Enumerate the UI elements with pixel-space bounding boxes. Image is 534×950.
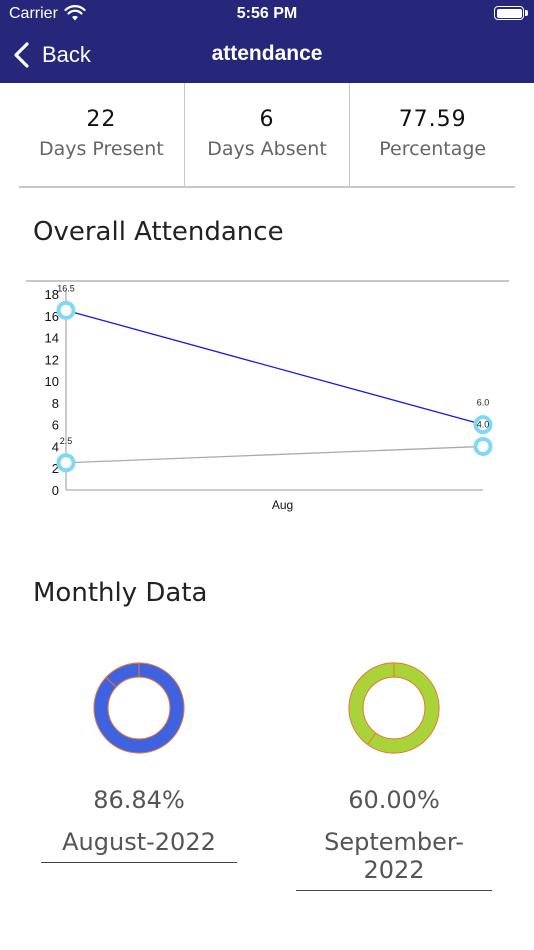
status-bar: Carrier 5:56 PM <box>0 0 534 28</box>
clock: 5:56 PM <box>236 5 298 22</box>
data-point <box>56 453 76 473</box>
month-name: August-2022 <box>41 828 237 863</box>
stat-value: 77.59 <box>398 107 467 132</box>
donut-chart <box>348 662 440 754</box>
line-chart: 0 2 4 6 8 10 12 14 16 18 Aug 16.5 6.0 2.5 4.0 <box>26 280 509 512</box>
month-name: September-2022 <box>296 828 492 891</box>
y-tick-label: 16 <box>45 309 59 324</box>
donut-segment-divider <box>105 677 117 688</box>
series-line <box>65 309 484 426</box>
stat-days-absent: 6 Days Absent <box>185 83 351 186</box>
battery-icon <box>494 6 528 20</box>
data-point <box>473 415 493 435</box>
monthly-data-title: Monthly Data <box>33 578 208 608</box>
data-label: 6.0 <box>477 398 490 408</box>
back-label: Back <box>42 42 91 67</box>
page-title: attendance <box>211 42 323 65</box>
y-tick-label: 6 <box>52 418 59 433</box>
overall-attendance-chart: 0 2 4 6 8 10 12 14 16 18 Aug 16.5 6.0 2.5 4.0 <box>26 280 509 520</box>
chevron-left-icon <box>14 42 29 68</box>
y-tick-label: 12 <box>45 352 59 367</box>
y-tick-label: 2 <box>52 461 59 476</box>
data-label: 2.5 <box>60 436 73 446</box>
stat-label: Percentage <box>379 138 487 160</box>
data-point <box>473 436 493 456</box>
y-tick-label: 4 <box>52 439 59 454</box>
donut-inner-rim <box>107 676 171 740</box>
data-label: 4.0 <box>477 419 490 429</box>
donut-chart <box>93 662 185 754</box>
data-point <box>56 300 76 320</box>
month-card-august[interactable]: 86.84% August-2022 <box>41 660 237 863</box>
y-tick-label: 8 <box>52 396 59 411</box>
y-tick-label: 18 <box>45 287 59 302</box>
stat-value: 22 <box>86 107 117 132</box>
donut-segment-divider <box>367 732 377 745</box>
y-tick-label: 14 <box>45 331 59 346</box>
carrier-label: Carrier <box>9 5 58 22</box>
stat-label: Days Absent <box>207 138 327 160</box>
donut-inner-rim <box>362 676 426 740</box>
month-card-september[interactable]: 60.00% September-2022 <box>296 660 492 891</box>
stat-label: Days Present <box>38 138 164 160</box>
wifi-icon <box>64 5 86 21</box>
overall-attendance-title: Overall Attendance <box>33 217 284 247</box>
top-bar: Carrier 5:56 PM Back attendance <box>0 0 534 83</box>
data-label: 16.5 <box>57 283 75 293</box>
month-percent: 86.84% <box>93 786 185 814</box>
stat-value: 6 <box>259 107 275 132</box>
series-line <box>65 445 484 464</box>
month-percent: 60.00% <box>348 786 440 814</box>
x-tick-label: Aug <box>272 498 293 512</box>
back-button[interactable]: Back <box>12 38 91 72</box>
stat-days-present: 22 Days Present <box>19 83 185 186</box>
stat-percentage: 77.59 Percentage <box>350 83 515 186</box>
nav-bar: Back attendance <box>0 30 534 80</box>
y-tick-label: 10 <box>45 374 59 389</box>
y-tick-label: 0 <box>52 483 59 498</box>
attendance-summary: 22 Days Present 6 Days Absent 77.59 Perc… <box>19 83 515 188</box>
